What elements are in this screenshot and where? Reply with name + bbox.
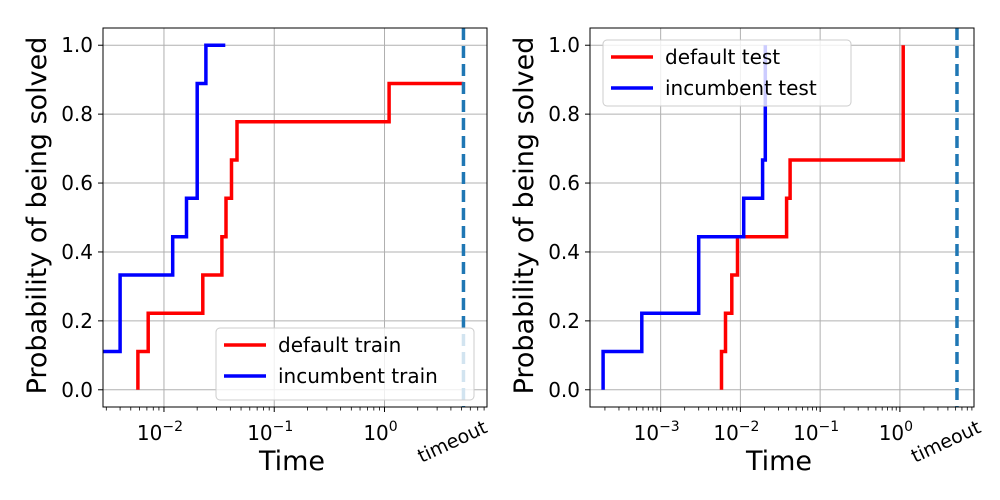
x-tick-exponent: −1 [273, 419, 294, 435]
x-tick-exponent: −3 [659, 419, 680, 435]
legend-entry: default train [278, 333, 401, 357]
axes-frame [102, 27, 488, 408]
x-tick-base: 10 [247, 421, 272, 445]
timeout-label: timeout [414, 416, 490, 467]
series-line-incumbent-test [601, 45, 768, 390]
x-tick-label: 10−3 [634, 419, 680, 445]
x-tick-exponent: 0 [904, 419, 913, 435]
legend: default train incumbent train [215, 327, 475, 401]
legend-entry: incumbent test [665, 76, 817, 100]
left-chart-panel: 0.00.20.40.60.81.010−2 10−1 100 timeoutTime… [22, 27, 491, 477]
x-tick-label: 10−2 [137, 419, 183, 445]
x-tick-exponent: −2 [162, 419, 183, 435]
y-tick-label: 0.2 [548, 309, 580, 333]
legend-entry: incumbent train [278, 364, 438, 388]
x-tick-label: 100 [363, 419, 397, 445]
y-axis-label: Probability of being solved [509, 37, 540, 395]
timeout-label: timeout [908, 416, 984, 467]
x-axis-label: Time [258, 446, 325, 477]
x-tick-base: 10 [634, 421, 659, 445]
x-tick-base: 10 [879, 421, 904, 445]
x-tick-exponent: 0 [389, 419, 398, 435]
x-tick-base: 10 [137, 421, 162, 445]
y-tick-label: 0.4 [548, 240, 580, 264]
legend-box [602, 39, 852, 107]
x-tick-exponent: −2 [739, 419, 760, 435]
x-tick-base: 10 [363, 421, 388, 445]
y-tick-label: 0.8 [61, 102, 93, 126]
series-line-incumbent-train [103, 43, 226, 354]
y-tick-label: 1.0 [548, 33, 580, 57]
x-minor-ticks [604, 407, 973, 411]
x-tick-base: 10 [713, 421, 738, 445]
legend: default test incumbent test [602, 39, 852, 107]
y-tick-label: 0.0 [61, 378, 93, 402]
x-tick-exponent: −1 [819, 419, 840, 435]
x-tick-label: 10−2 [713, 419, 759, 445]
y-tick-label: 0.6 [548, 171, 580, 195]
right-chart-panel: 0.00.20.40.60.81.010−3 10−2 10−1 100timeout… [509, 27, 984, 477]
y-axis-label: Probability of being solved [22, 37, 53, 395]
series-line-default-test [719, 45, 905, 390]
y-tick-label: 0.6 [61, 171, 93, 195]
legend-entry: default test [665, 45, 780, 69]
legend-box [215, 327, 475, 401]
x-tick-base: 10 [793, 421, 818, 445]
axes-frame [589, 27, 975, 408]
x-minor-ticks [105, 407, 485, 411]
series-line-default-train [136, 81, 464, 390]
x-tick-label: 100 [879, 419, 913, 445]
x-axis-label: Time [745, 446, 812, 477]
y-tick-label: 0.4 [61, 240, 93, 264]
x-tick-label: 10−1 [793, 419, 839, 445]
y-tick-label: 0.2 [61, 309, 93, 333]
y-tick-label: 0.8 [548, 102, 580, 126]
y-tick-label: 1.0 [61, 33, 93, 57]
x-tick-label: 10−1 [247, 419, 293, 445]
y-tick-label: 0.0 [548, 378, 580, 402]
